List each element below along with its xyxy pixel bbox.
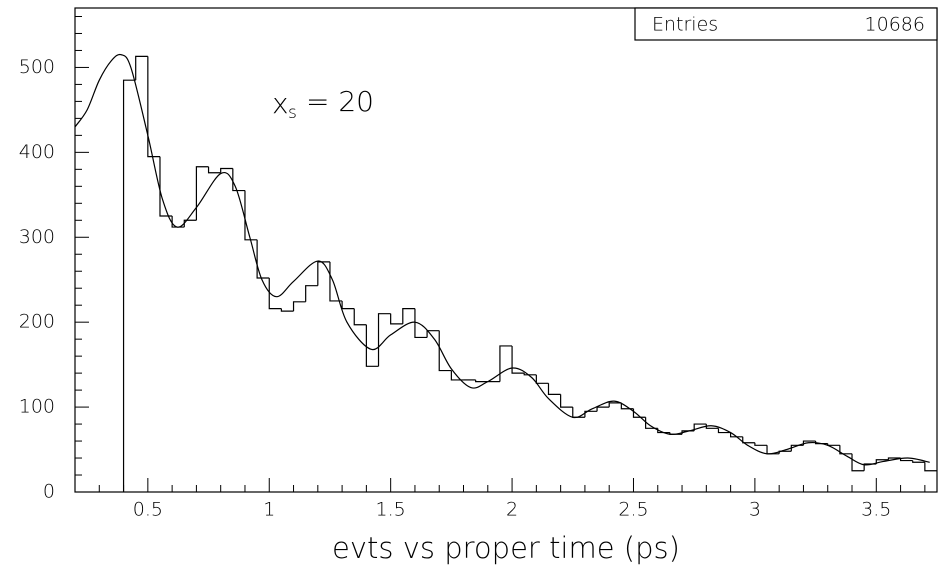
y-tick-label: 200 [19, 311, 55, 333]
histogram-bin [377, 313, 391, 367]
histogram-bin [159, 156, 173, 217]
annotation-rest: = 20 [306, 85, 374, 118]
histogram-bin [596, 406, 610, 412]
y-tick-label: 500 [19, 56, 55, 78]
histogram-bin [535, 374, 549, 384]
histogram-bin [438, 330, 452, 372]
histogram-bin [693, 423, 707, 431]
x-tick-label: 3 [749, 499, 761, 521]
histogram-bin [705, 424, 719, 429]
histogram-bin [147, 56, 160, 158]
histogram-bin [280, 308, 294, 312]
plot-frame [74, 7, 938, 493]
histogram-bin [195, 166, 209, 221]
histogram-bin [827, 443, 840, 446]
histogram-bin [292, 301, 306, 312]
histogram-bin [390, 313, 403, 325]
stats-label: Entries [652, 14, 718, 36]
y-tick-label: 300 [19, 226, 55, 248]
histogram-bin [341, 300, 355, 310]
histogram-bin [608, 402, 622, 408]
histogram-bin [572, 407, 585, 418]
histogram-bin [887, 457, 901, 460]
histogram-bin [475, 379, 488, 383]
x-tick-label: 3.5 [861, 499, 891, 521]
histogram-bin [742, 436, 755, 444]
histogram-bin [924, 462, 937, 472]
histogram-bin [232, 168, 245, 192]
histogram-bin [499, 345, 513, 382]
histogram-bin [511, 345, 525, 374]
y-tick-label: 100 [19, 396, 55, 418]
histogram-bin [220, 167, 233, 173]
histogram-bin [268, 278, 282, 310]
histogram-bin [122, 79, 136, 492]
histogram-bin [329, 261, 343, 302]
histogram-bin [547, 383, 561, 395]
x-tick-label: 0.5 [133, 499, 163, 521]
histogram-bin [365, 324, 379, 367]
annotation-subscript: s [288, 103, 297, 123]
histogram-bin [135, 55, 148, 81]
histogram-bin [584, 410, 598, 418]
histogram-bin [717, 428, 731, 434]
histogram-bin [523, 373, 537, 376]
histogram-bin [754, 442, 768, 446]
stats-box [634, 7, 938, 41]
histogram-bin [839, 445, 853, 455]
histogram-bin [414, 308, 428, 339]
histogram-bin [353, 308, 367, 326]
y-tick-label: 400 [19, 141, 55, 163]
y-tick-label: 0 [43, 481, 55, 503]
histogram-bin [402, 307, 415, 324]
x-axis-label: evts vs proper time (ps) [332, 531, 680, 565]
x-tick-label: 2.5 [618, 499, 648, 521]
histogram-bin [256, 239, 270, 279]
histogram-bin [450, 370, 464, 381]
histogram-bin [730, 432, 743, 438]
annotation-main: x [272, 87, 289, 120]
x-tick-label: 1 [263, 499, 275, 521]
histogram-bin [620, 402, 634, 410]
histogram-bin [183, 219, 197, 228]
fit-curve [74, 53, 930, 466]
histogram-bin [560, 394, 573, 408]
histogram-bin [912, 460, 925, 463]
histogram-bin [207, 166, 221, 174]
x-tick-label: 2 [506, 499, 518, 521]
histogram-bin [244, 190, 258, 241]
x-tick-label: 1.5 [376, 499, 406, 521]
histogram-bin [317, 261, 330, 286]
stats-value: 10686 [865, 14, 925, 36]
histogram-bin [305, 285, 318, 302]
